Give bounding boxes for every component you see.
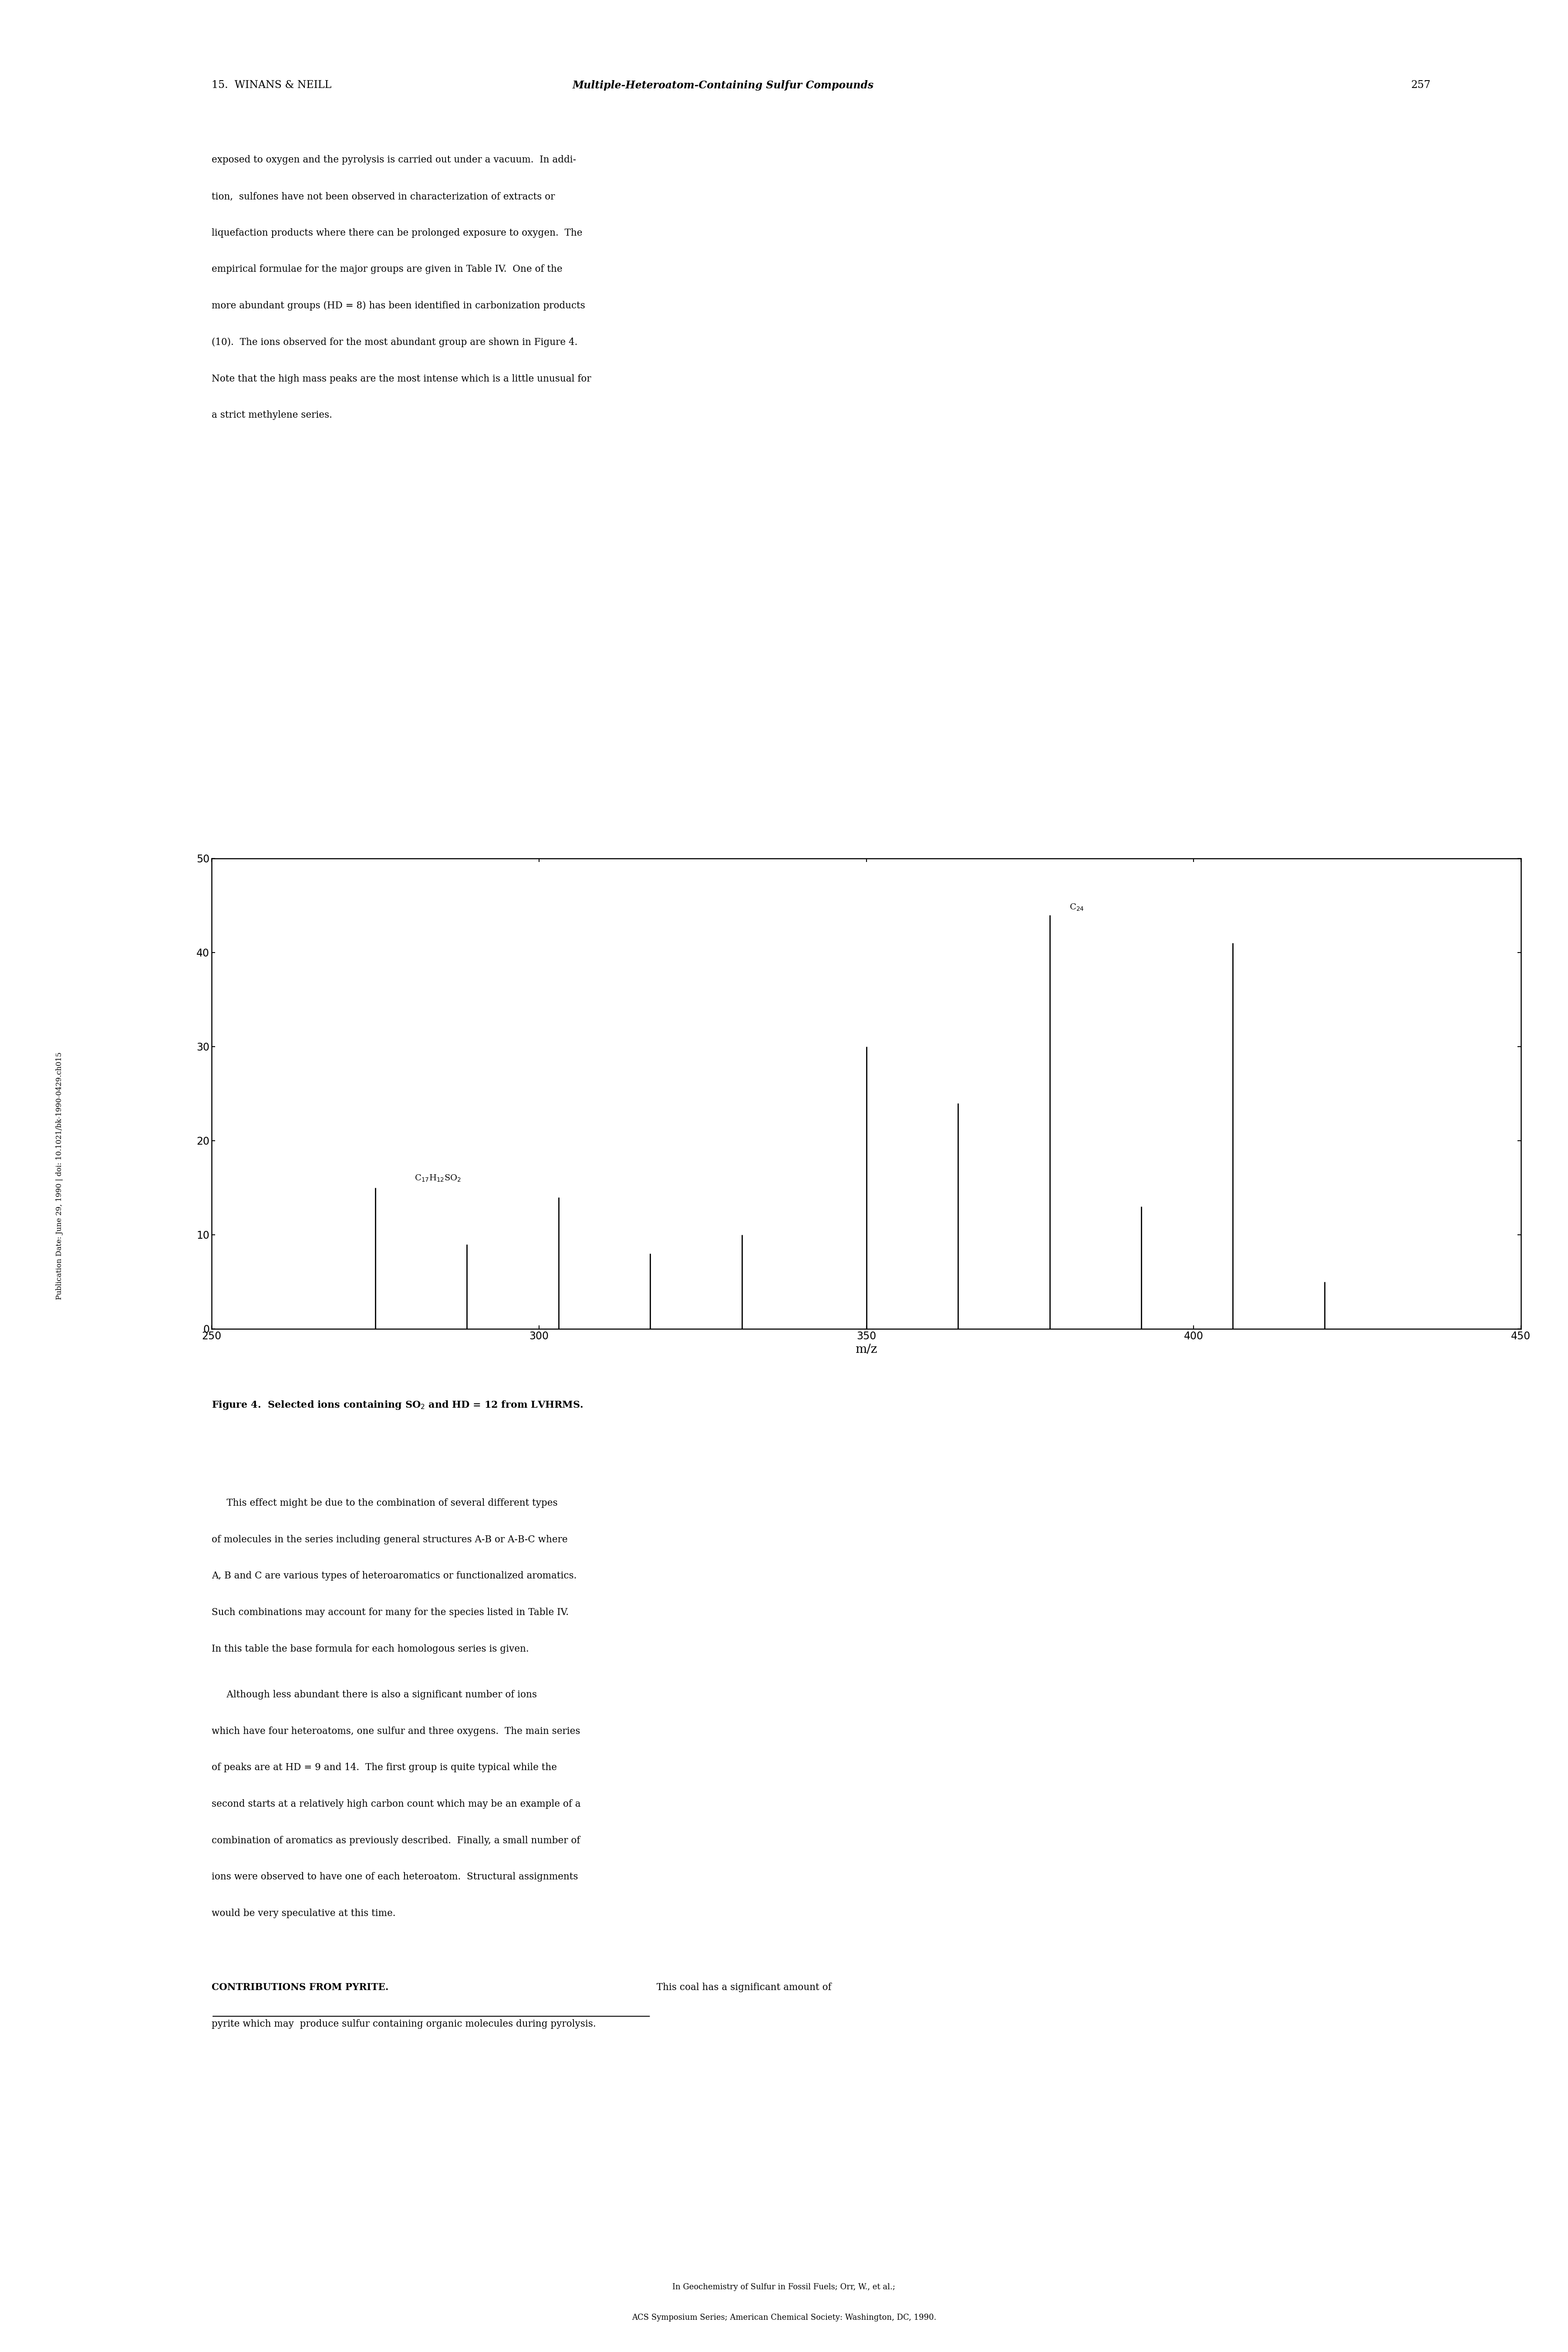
- Text: exposed to oxygen and the pyrolysis is carried out under a vacuum.  In addi-: exposed to oxygen and the pyrolysis is c…: [212, 155, 575, 165]
- Text: Such combinations may account for many for the species listed in Table IV.: Such combinations may account for many f…: [212, 1609, 569, 1618]
- Text: more abundant groups (HD = 8) has been identified in carbonization products: more abundant groups (HD = 8) has been i…: [212, 301, 585, 310]
- Text: pyrite which may  produce sulfur containing organic molecules during pyrolysis.: pyrite which may produce sulfur containi…: [212, 2020, 596, 2030]
- Text: In Geochemistry of Sulfur in Fossil Fuels; Orr, W., et al.;: In Geochemistry of Sulfur in Fossil Fuel…: [673, 2284, 895, 2291]
- Text: combination of aromatics as previously described.  Finally, a small number of: combination of aromatics as previously d…: [212, 1837, 580, 1846]
- Text: This effect might be due to the combination of several different types: This effect might be due to the combinat…: [212, 1498, 558, 1508]
- Text: ions were observed to have one of each heteroatom.  Structural assignments: ions were observed to have one of each h…: [212, 1872, 579, 1882]
- Text: second starts at a relatively high carbon count which may be an example of a: second starts at a relatively high carbo…: [212, 1799, 580, 1809]
- Text: Although less abundant there is also a significant number of ions: Although less abundant there is also a s…: [212, 1689, 536, 1700]
- Text: would be very speculative at this time.: would be very speculative at this time.: [212, 1910, 395, 1919]
- Text: a strict methylene series.: a strict methylene series.: [212, 409, 332, 421]
- Text: A, B and C are various types of heteroaromatics or functionalized aromatics.: A, B and C are various types of heteroar…: [212, 1571, 577, 1581]
- X-axis label: m/z: m/z: [856, 1343, 877, 1355]
- Text: which have four heteroatoms, one sulfur and three oxygens.  The main series: which have four heteroatoms, one sulfur …: [212, 1726, 580, 1736]
- Text: Publication Date: June 29, 1990 | doi: 10.1021/bk-1990-0429.ch015: Publication Date: June 29, 1990 | doi: 1…: [56, 1051, 63, 1301]
- Text: of molecules in the series including general structures A-B or A-B-C where: of molecules in the series including gen…: [212, 1534, 568, 1545]
- Text: liquefaction products where there can be prolonged exposure to oxygen.  The: liquefaction products where there can be…: [212, 228, 582, 238]
- Text: Multiple-Heteroatom-Containing Sulfur Compounds: Multiple-Heteroatom-Containing Sulfur Co…: [572, 80, 873, 89]
- Text: Note that the high mass peaks are the most intense which is a little unusual for: Note that the high mass peaks are the mo…: [212, 374, 591, 383]
- Text: 257: 257: [1411, 80, 1432, 89]
- Text: Figure 4.  Selected ions containing SO$_2$ and HD = 12 from LVHRMS.: Figure 4. Selected ions containing SO$_2…: [212, 1399, 583, 1411]
- Text: In this table the base formula for each homologous series is given.: In this table the base formula for each …: [212, 1644, 528, 1653]
- Text: of peaks are at HD = 9 and 14.  The first group is quite typical while the: of peaks are at HD = 9 and 14. The first…: [212, 1764, 557, 1773]
- Text: CONTRIBUTIONS FROM PYRITE.: CONTRIBUTIONS FROM PYRITE.: [212, 1983, 389, 1992]
- Text: tion,  sulfones have not been observed in characterization of extracts or: tion, sulfones have not been observed in…: [212, 191, 555, 202]
- Text: (10).  The ions observed for the most abundant group are shown in Figure 4.: (10). The ions observed for the most abu…: [212, 336, 577, 348]
- Text: C$_{17}$H$_{12}$SO$_2$: C$_{17}$H$_{12}$SO$_2$: [414, 1174, 461, 1183]
- Text: 15.  WINANS & NEILL: 15. WINANS & NEILL: [212, 80, 331, 89]
- Text: C$_{24}$: C$_{24}$: [1069, 903, 1083, 913]
- Text: empirical formulae for the major groups are given in Table IV.  One of the: empirical formulae for the major groups …: [212, 263, 563, 275]
- Text: ACS Symposium Series; American Chemical Society: Washington, DC, 1990.: ACS Symposium Series; American Chemical …: [632, 2314, 936, 2321]
- Text: This coal has a significant amount of: This coal has a significant amount of: [651, 1983, 831, 1992]
